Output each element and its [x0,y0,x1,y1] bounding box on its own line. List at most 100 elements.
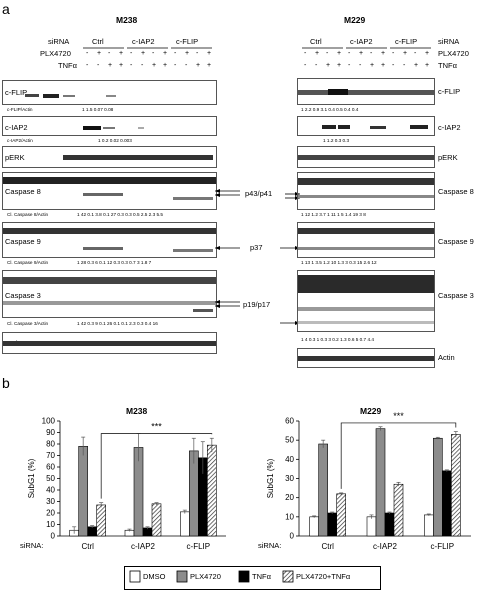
c0-significance-bracket [100,433,213,499]
m238-plx-sign-4: - [130,50,133,57]
c0-ytick-label: 80 [46,440,55,449]
m229-tnf-sign-2: + [326,62,331,69]
m238-actin-blot [2,332,217,354]
legend-swatch-dmso [129,570,141,583]
m229-plx-sign-1: + [315,50,320,57]
m238-tnf-label: TNFα [58,61,77,70]
panel-b-letter: b [2,375,10,391]
m238-ciap2-ratios: 1 0.2 0.02 0.003 [98,138,132,143]
m238-casp3-ratios: 1 42 0.3 9 0.1 26 0.1 0.1 2.3 0.3 0.4 16 [77,321,158,326]
m229-actin-label: Actin [438,353,455,362]
c1-category-label: c-IAP2 [373,542,398,551]
annotation-p43-p41: p43/p41 [245,189,273,198]
m229-tnf-sign-10: + [414,62,419,69]
m229-tnf-sign-3: + [337,62,342,69]
c0-ytick-label: 70 [46,451,55,460]
m238-casp3-ratio-label: Cl. Caspase 3/Actin [7,321,49,326]
m238-tnf-sign-1: - [97,62,100,69]
annotation-p19-p17: p19/p17 [243,300,271,309]
c1-significance-bracket [340,422,457,489]
m238-plx-label: PLX4720 [40,49,71,58]
m229-ciap2-ratios: 1 1.2 0.3 0.3 [323,138,350,143]
c0-significance: *** [151,422,162,432]
m229-plx-sign-9: + [403,50,408,57]
m229-group-ctrl: Ctrl [310,37,322,46]
m229-casp8-blot [297,172,435,210]
m229-tnf-sign-11: + [425,62,430,69]
m238-perk-blot [2,146,217,168]
m238-plx-sign-0: - [86,50,89,57]
m229-sirna-label: siRNA [438,37,460,46]
c1-ytick-label: 50 [285,436,294,445]
m238-casp8-label: Caspase 8 [5,187,41,196]
m229-plx-sign-8: - [392,50,395,57]
m238-title: M238 [116,15,138,25]
m229-actin-blot [297,348,435,368]
m238-cflip-blot [2,80,217,105]
m229-ciap2-label: c-IAP2 [438,123,461,132]
m229-title: M229 [344,15,366,25]
m238-tnf-sign-9: - [185,62,188,69]
m229-casp9-ratios: 1 13 1 3.5 1.2 10 1.3 3 0.3 15 2.6 12 [301,260,377,265]
legend-combo: PLX4720+TNFα [296,572,351,581]
c1-ytick-label: 20 [285,493,294,502]
c1-ylabel: SubG1 (%) [266,458,275,498]
m229-tnf-sign-0: - [304,62,307,69]
c0-ytick-label: 90 [46,428,55,437]
c1-category-label: c-FLIP [431,542,455,551]
m229-ciap2-blot [297,116,435,136]
m238-plx-sign-11: + [207,50,212,57]
m238-plx-sign-1: + [97,50,102,57]
m229-group-cflip: c-FLIP [395,37,418,46]
legend-swatch-plx [176,570,188,583]
m238-ciap2-label: c-IAP2 [5,123,28,132]
m229-plx-sign-10: - [414,50,417,57]
m238-tnf-sign-8: - [174,62,177,69]
m229-casp9-label: Caspase 9 [438,237,474,246]
m238-tnf-sign-0: - [86,62,89,69]
legend-tnf: TNFα [252,572,271,581]
m229-plx-sign-3: + [337,50,342,57]
m229-tnf-sign-8: - [392,62,395,69]
annotation-p37: p37 [250,243,263,252]
m229-plx-sign-4: - [348,50,351,57]
m238-plx-sign-7: + [163,50,168,57]
legend-swatch-combo [282,570,294,583]
m229-tnf-sign-7: + [381,62,386,69]
m238-plx-sign-2: - [108,50,111,57]
c1-significance: *** [393,411,404,421]
m238-group-ciap2: c-IAP2 [132,37,155,46]
m238-plx-sign-6: - [152,50,155,57]
c0-ylabel: SubG1 (%) [27,458,36,498]
m229-plx-sign-5: + [359,50,364,57]
m229-casp3-ratios: 1 4 0.3 1 0.3 3 0.2 1.3 0.6 5 0.7 4.4 [301,337,374,342]
m238-casp9-ratios: 1 28 0.3 6 0.1 12 0.3 0.3 0.7 3 1.8 7 [77,260,152,265]
m238-casp8-ratio-label: Cl. Caspase 8/Actin [7,212,49,217]
legend-plx: PLX4720 [190,572,221,581]
m229-plx-sign-0: - [304,50,307,57]
m229-tnf-sign-1: - [315,62,318,69]
m238-casp9-ratio-label: Cl. Caspase 9/Actin [7,260,49,265]
m238-tnf-sign-6: + [152,62,157,69]
c0-ytick-label: 40 [46,486,55,495]
m229-casp3-blot [297,270,435,332]
m229-cflip-label: c-FLIP [438,87,461,96]
legend-swatch-tnf [238,570,250,583]
c0-category-label: c-IAP2 [131,542,156,551]
m229-plx-sign-11: + [425,50,430,57]
c1-ytick-label: 40 [285,455,294,464]
c1-ytick-label: 60 [285,417,294,426]
m238-plx-sign-10: - [196,50,199,57]
m238-cflip-ratios: 1 1.5 0.07 0.08 [82,107,114,112]
m238-ciap2-ratio-label: c-IAP2/Actin [7,138,33,143]
m229-cflip-ratios: 1 2.2 0.9 3.1 0.4 0.5 0.4 0.4 [301,107,359,112]
m229-casp8-ratios: 1 12 1.2 3.7 1 11 1 5 1.4 19 3 8 [301,212,366,217]
m238-sirna-axis-label: siRNA: [20,541,44,550]
m229-casp3-label: Caspase 3 [438,291,474,300]
m229-casp9-blot [297,222,435,258]
m238-tnf-sign-5: - [141,62,144,69]
m238-plx-sign-9: + [185,50,190,57]
c1-ytick-label: 30 [285,474,294,483]
m238-chart-title: M238 [126,406,148,416]
